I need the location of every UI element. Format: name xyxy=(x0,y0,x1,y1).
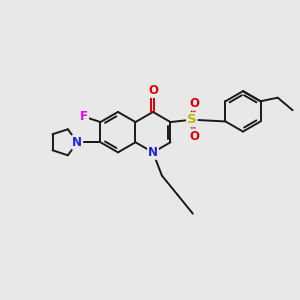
Text: O: O xyxy=(148,84,158,97)
Text: N: N xyxy=(72,136,82,149)
Text: O: O xyxy=(189,130,199,142)
Text: N: N xyxy=(148,146,158,159)
Text: O: O xyxy=(189,97,199,110)
Text: F: F xyxy=(80,110,88,123)
Text: S: S xyxy=(187,113,197,126)
